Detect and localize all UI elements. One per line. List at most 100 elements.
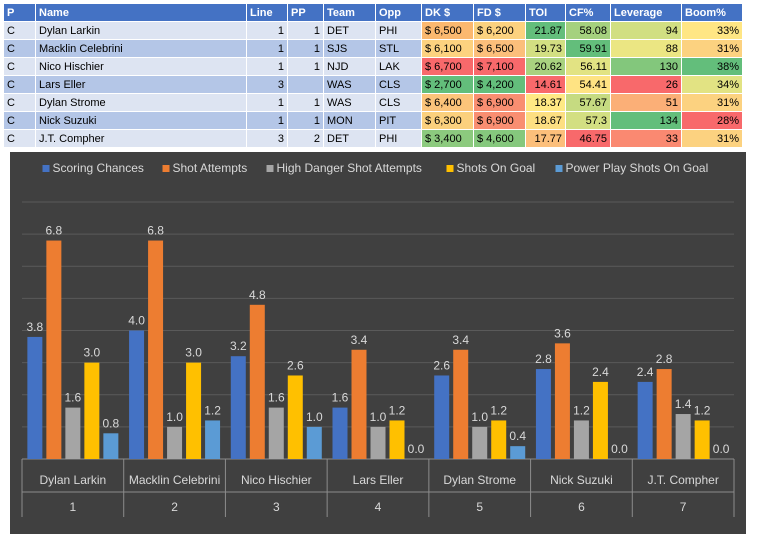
bar-1-3 bbox=[186, 362, 202, 459]
cell-team: WAS bbox=[323, 93, 376, 112]
cell-dk: $ 6,300 bbox=[421, 111, 474, 130]
cell-boom: 38% bbox=[681, 57, 743, 76]
cell-boom: 33% bbox=[681, 21, 743, 40]
legend-swatch-1 bbox=[162, 165, 170, 172]
column-header-toi[interactable]: TOI bbox=[525, 3, 566, 22]
x-tick-number-1: 2 bbox=[171, 500, 178, 514]
x-tick-number-3: 4 bbox=[375, 500, 382, 514]
cell-pp: 1 bbox=[287, 93, 324, 112]
cell-fd: $ 7,100 bbox=[473, 57, 526, 76]
data-label-2-4: 1.0 bbox=[306, 410, 323, 424]
cell-name: Dylan Strome bbox=[35, 93, 247, 112]
cell-opp: PIT bbox=[375, 111, 422, 130]
cell-dk: $ 6,100 bbox=[421, 39, 474, 58]
data-label-6-2: 1.4 bbox=[675, 397, 692, 411]
column-header-dk[interactable]: DK $ bbox=[421, 3, 474, 22]
column-header-fd[interactable]: FD $ bbox=[473, 3, 526, 22]
bar-2-4 bbox=[306, 426, 322, 459]
table-row: C Nico Hischier 1 1 NJD LAK $ 6,700 $ 7,100 20.6… bbox=[3, 57, 743, 76]
legend-label-0: Scoring Chances bbox=[53, 161, 144, 175]
data-label-5-1: 3.6 bbox=[554, 326, 571, 340]
cell-team: DET bbox=[323, 129, 376, 148]
data-label-1-1: 6.8 bbox=[147, 224, 164, 238]
cell-boom: 28% bbox=[681, 111, 743, 130]
data-label-3-0: 1.6 bbox=[332, 391, 349, 405]
column-header-leverage[interactable]: Leverage bbox=[610, 3, 682, 22]
cell-toi: 17.77 bbox=[525, 129, 566, 148]
table-header-row: P Name Line PP Team Opp DK $ FD $ TOI CF% Leverage… bbox=[3, 3, 743, 22]
cell-name: Dylan Larkin bbox=[35, 21, 247, 40]
data-label-3-4: 0.0 bbox=[408, 442, 425, 456]
data-label-2-2: 1.6 bbox=[268, 391, 285, 405]
data-label-4-2: 1.0 bbox=[471, 410, 488, 424]
cell-name: Lars Eller bbox=[35, 75, 247, 94]
data-label-3-1: 3.4 bbox=[351, 333, 368, 347]
column-header-cf[interactable]: CF% bbox=[565, 3, 611, 22]
cell-cf: 57.3 bbox=[565, 111, 611, 130]
column-header-team[interactable]: Team bbox=[323, 3, 376, 22]
cell-cf: 56.11 bbox=[565, 57, 611, 76]
cell-line: 3 bbox=[246, 129, 288, 148]
cell-leverage: 88 bbox=[610, 39, 682, 58]
bar-4-3 bbox=[491, 420, 507, 459]
cell-dk: $ 3,400 bbox=[421, 129, 474, 148]
cell-dk: $ 6,500 bbox=[421, 21, 474, 40]
cell-name: Macklin Celebrini bbox=[35, 39, 247, 58]
cell-toi: 18.67 bbox=[525, 111, 566, 130]
bar-0-4 bbox=[103, 433, 119, 459]
data-label-2-3: 2.6 bbox=[287, 358, 304, 372]
cell-fd: $ 4,200 bbox=[473, 75, 526, 94]
cell-dk: $ 6,400 bbox=[421, 93, 474, 112]
data-label-1-0: 4.0 bbox=[128, 314, 145, 328]
bar-1-4 bbox=[205, 420, 221, 459]
cell-toi: 14.61 bbox=[525, 75, 566, 94]
cell-team: MON bbox=[323, 111, 376, 130]
bar-3-2 bbox=[370, 426, 386, 459]
x-tick-label-6: J.T. Compher bbox=[647, 473, 718, 487]
cell-line: 1 bbox=[246, 93, 288, 112]
bar-3-1 bbox=[351, 349, 367, 459]
cell-line: 1 bbox=[246, 21, 288, 40]
bar-1-0 bbox=[129, 330, 145, 459]
column-header-pp[interactable]: PP bbox=[287, 3, 324, 22]
bar-6-1 bbox=[656, 369, 672, 459]
table-row: C J.T. Compher 3 2 DET PHI $ 3,400 $ 4,600 17.77… bbox=[3, 129, 743, 148]
table-row: C Nick Suzuki 1 1 MON PIT $ 6,300 $ 6,900 18.67 5… bbox=[3, 111, 743, 130]
bar-5-1 bbox=[554, 343, 570, 459]
table-row: C Dylan Strome 1 1 WAS CLS $ 6,400 $ 6,900 18.37… bbox=[3, 93, 743, 112]
bar-3-3 bbox=[389, 420, 405, 459]
cell-cf: 46.75 bbox=[565, 129, 611, 148]
cell-leverage: 26 bbox=[610, 75, 682, 94]
column-header-name[interactable]: Name bbox=[35, 3, 247, 22]
data-label-3-3: 1.2 bbox=[389, 403, 406, 417]
cell-p: C bbox=[3, 21, 36, 40]
bar-0-1 bbox=[46, 240, 62, 459]
data-label-5-2: 1.2 bbox=[573, 403, 590, 417]
column-header-line[interactable]: Line bbox=[246, 3, 288, 22]
legend-label-3: Shots On Goal bbox=[457, 161, 536, 175]
cell-cf: 57.67 bbox=[565, 93, 611, 112]
data-label-1-4: 1.2 bbox=[204, 403, 221, 417]
data-label-0-2: 1.6 bbox=[65, 391, 82, 405]
column-header-p[interactable]: P bbox=[3, 3, 36, 22]
cell-pp: 2 bbox=[287, 129, 324, 148]
cell-fd: $ 4,600 bbox=[473, 129, 526, 148]
legend-label-2: High Danger Shot Attempts bbox=[277, 161, 422, 175]
cell-opp: STL bbox=[375, 39, 422, 58]
x-tick-label-5: Nick Suzuki bbox=[550, 473, 613, 487]
bar-5-2 bbox=[573, 420, 589, 459]
column-header-boom[interactable]: Boom% bbox=[681, 3, 743, 22]
data-label-4-0: 2.6 bbox=[433, 358, 450, 372]
cell-line: 1 bbox=[246, 39, 288, 58]
data-label-1-3: 3.0 bbox=[185, 346, 202, 360]
x-tick-label-1: Macklin Celebrini bbox=[129, 473, 220, 487]
bar-3-0 bbox=[332, 407, 348, 459]
data-label-5-4: 0.0 bbox=[611, 442, 628, 456]
bar-4-1 bbox=[453, 349, 469, 459]
column-header-opp[interactable]: Opp bbox=[375, 3, 422, 22]
cell-toi: 18.37 bbox=[525, 93, 566, 112]
cell-line: 1 bbox=[246, 57, 288, 76]
cell-leverage: 51 bbox=[610, 93, 682, 112]
cell-line: 3 bbox=[246, 75, 288, 94]
legend-swatch-4 bbox=[555, 165, 563, 172]
